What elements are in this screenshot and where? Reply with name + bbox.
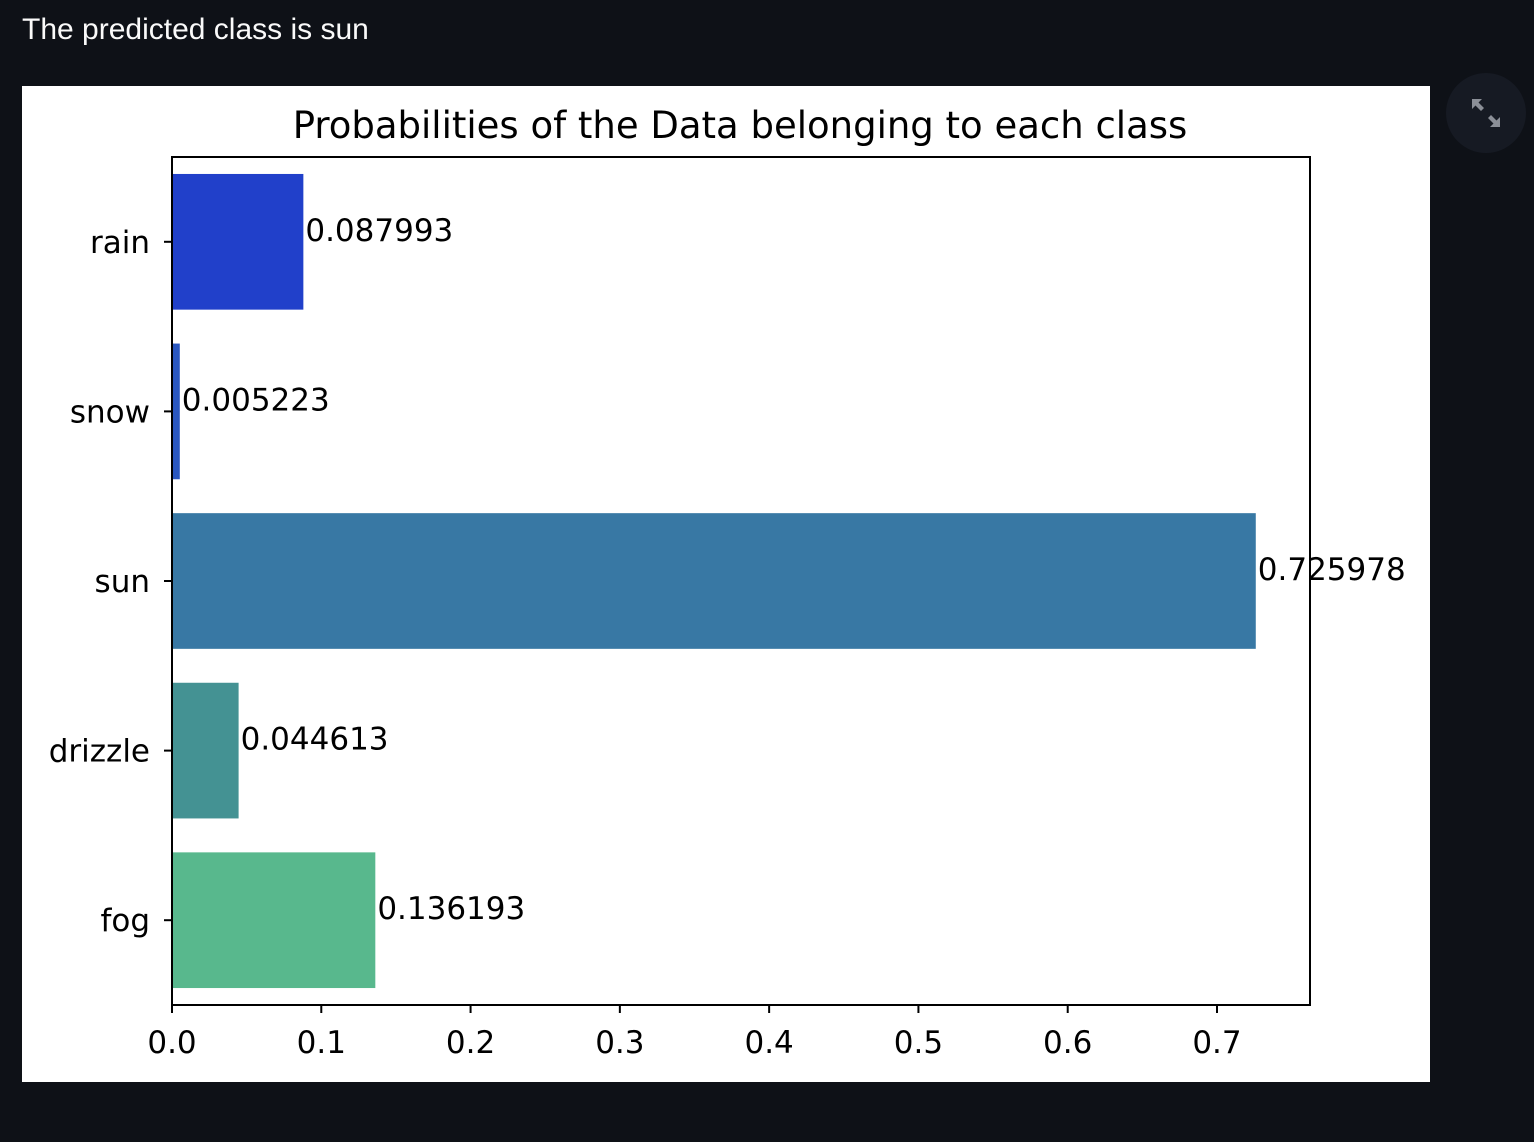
expand-arrows-icon (1472, 99, 1500, 127)
value-label-rain: 0.087993 (305, 213, 453, 249)
bar-chart: Probabilities of the Data belonging to e… (49, 104, 1406, 1061)
y-tick-label-fog: fog (100, 903, 150, 939)
bar-rain (172, 173, 304, 310)
value-label-snow: 0.005223 (182, 382, 330, 418)
chart-figure: Probabilities of the Data belonging to e… (22, 86, 1430, 1082)
value-labels-layer: 0.087993 0.005223 0.725978 0.044613 0.136193 (182, 213, 1406, 927)
y-tick-label-sun: sun (95, 564, 150, 600)
x-tick-label: 0.5 (894, 1025, 943, 1061)
fullscreen-button[interactable] (1446, 73, 1526, 153)
bar-sun (172, 513, 1256, 649)
y-tick-label-drizzle: drizzle (49, 734, 150, 770)
predicted-class-text: The predicted class is sun (22, 13, 369, 46)
bar-fog (172, 852, 376, 989)
x-tick-label: 0.2 (446, 1025, 495, 1061)
bar-drizzle (172, 682, 239, 819)
x-tick-label: 0.6 (1043, 1025, 1092, 1061)
value-label-sun: 0.725978 (1258, 552, 1406, 588)
x-tick-label: 0.3 (595, 1025, 644, 1061)
plot-frame (171, 156, 1311, 1006)
x-tick-label: 0.1 (297, 1025, 346, 1061)
x-tick-label: 0.4 (744, 1025, 793, 1061)
x-tick-label: 0.7 (1192, 1025, 1241, 1061)
x-tick-label: 0.0 (147, 1025, 196, 1061)
value-label-drizzle: 0.044613 (241, 722, 389, 758)
y-axis: rain snow sun drizzle fog (49, 225, 172, 939)
value-label-fog: 0.136193 (377, 891, 525, 927)
bar-snow (172, 343, 180, 480)
bars-layer (172, 173, 1256, 989)
y-tick-label-snow: snow (70, 394, 150, 430)
y-tick-label-rain: rain (90, 225, 150, 261)
chart-title: Probabilities of the Data belonging to e… (293, 104, 1188, 147)
x-axis: 0.0 0.1 0.2 0.3 0.4 0.5 0.6 0.7 (147, 1005, 1242, 1061)
